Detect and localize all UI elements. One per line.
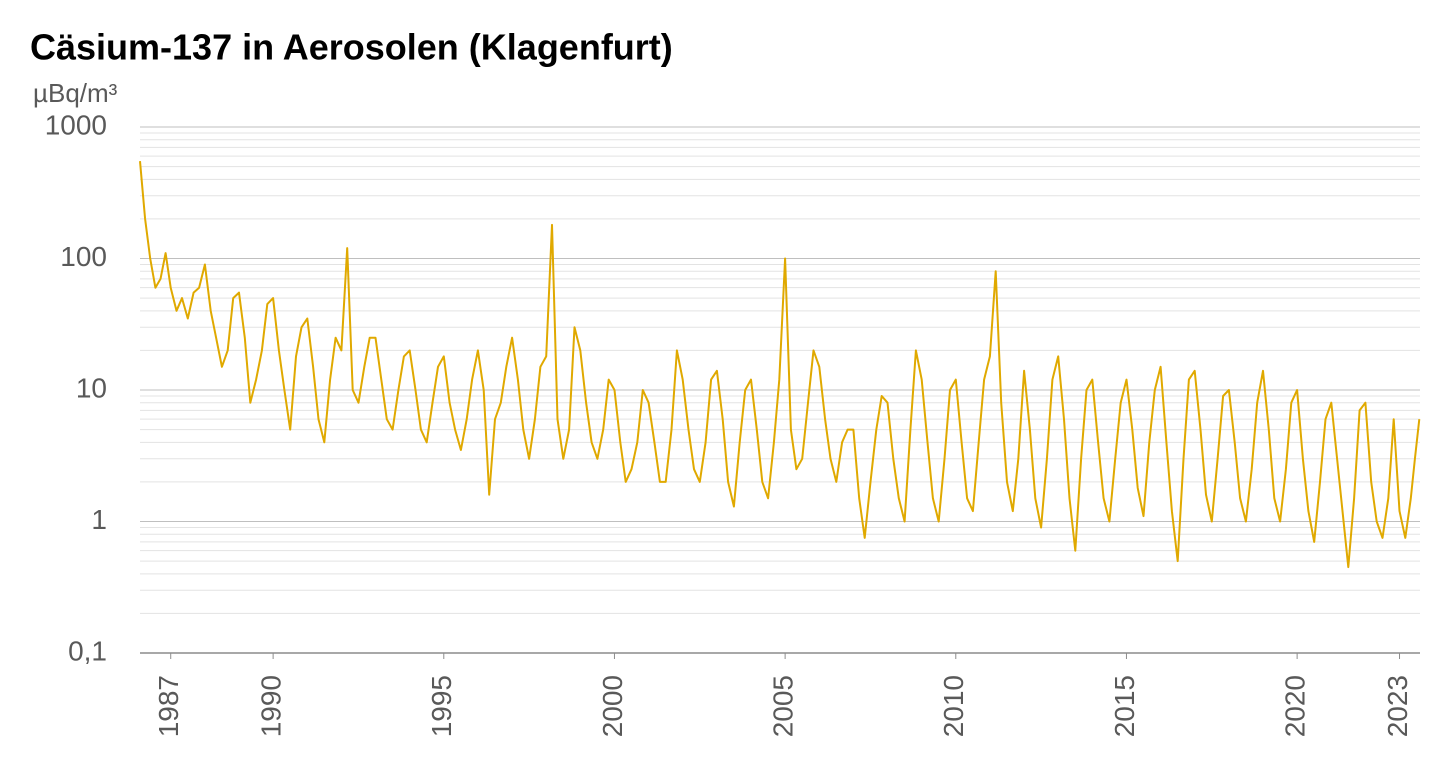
- x-tick-label: 1987: [153, 675, 184, 737]
- y-tick-label: 100: [60, 241, 107, 272]
- x-tick-label: 1995: [426, 675, 457, 737]
- y-tick-label: 1000: [45, 109, 107, 140]
- x-tick-label: 2023: [1382, 675, 1413, 737]
- y-tick-label: 0,1: [68, 635, 107, 666]
- x-tick-label: 1990: [256, 675, 287, 737]
- x-tick-label: 2020: [1280, 675, 1311, 737]
- chart-title: Cäsium-137 in Aerosolen (Klagenfurt): [30, 27, 673, 68]
- data-line: [139, 161, 1421, 569]
- y-tick-label: 10: [76, 372, 107, 403]
- x-tick-label: 2015: [1109, 675, 1140, 737]
- x-tick-label: 2010: [938, 675, 969, 737]
- y-axis-label: µBq/m³: [33, 78, 118, 108]
- x-tick-label: 2005: [768, 675, 799, 737]
- y-tick-label: 1: [91, 504, 107, 535]
- x-tick-label: 2000: [597, 675, 628, 737]
